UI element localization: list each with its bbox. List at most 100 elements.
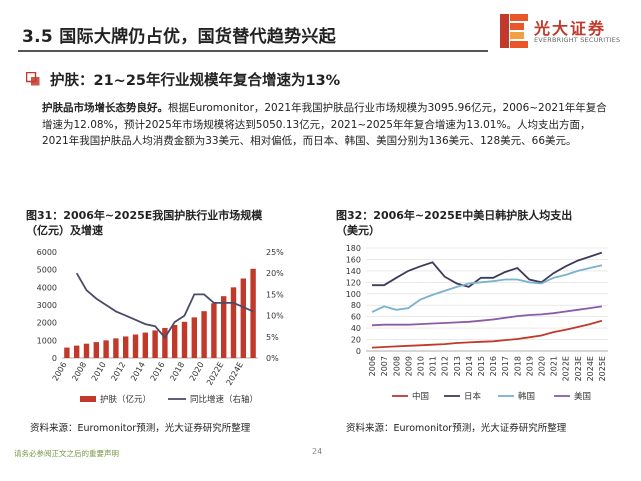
chart31-bar xyxy=(162,327,168,358)
chart31-title-line1: 图31：2006年~2025E我国护肤行业市场规模 xyxy=(26,209,263,222)
chart31-growth-line xyxy=(75,272,254,340)
chart32-x-tick: 2018 xyxy=(513,356,522,376)
chart31-yright-tick: 15% xyxy=(266,290,284,299)
chart31-x-tick: 2020 xyxy=(188,361,206,383)
chart32-title: 图32：2006年~2025E中美日韩护肤人均支出 （美元） xyxy=(336,208,572,238)
chart32-y-tick: 120 xyxy=(346,278,361,287)
chart31-x-tick: 2010 xyxy=(90,361,108,383)
chart32-title-line1: 图32：2006年~2025E中美日韩护肤人均支出 xyxy=(336,209,573,222)
chart32-series-line-1 xyxy=(372,251,603,288)
chart31-yright-tick: 20% xyxy=(266,269,284,278)
chart32-x-tick: 2017 xyxy=(501,356,510,376)
chart31-x-tick: 2018 xyxy=(168,361,186,383)
chart31-title-line2: （亿元）及增速 xyxy=(26,224,103,237)
title-divider xyxy=(18,50,488,52)
chart31-bar xyxy=(240,278,246,358)
chart31-yleft-tick: 2000 xyxy=(37,319,57,328)
chart32-x-tick: 2019 xyxy=(525,356,534,376)
chart32-source: 资料来源：Euromonitor预测，光大证券研究所整理 xyxy=(346,423,567,434)
chart32-y-tick: 160 xyxy=(346,255,361,264)
chart32-x-tick: 2008 xyxy=(392,356,401,376)
chart32-x-tick: 2006 xyxy=(368,356,377,376)
chart31-yleft-tick: 4000 xyxy=(37,283,57,292)
chart31-legend-label-line: 同比增速（右轴） xyxy=(190,394,258,405)
chart32-x-tick: 2022E xyxy=(562,356,571,381)
chart32-line: 0 20 40 60 80 100 120 140 160 180 2006 2007 2008 2009… xyxy=(346,244,608,402)
chart32-x-tick: 2021 xyxy=(550,356,559,376)
body-paragraph: 护肤品市场增长态势良好。根据Euromonitor，2021年我国护肤品行业市场… xyxy=(42,100,614,150)
chart32-legend-label-3: 美国 xyxy=(574,391,591,402)
everbright-logo-icon xyxy=(500,14,528,48)
chart31-x-tick: 2022E xyxy=(205,361,226,388)
chart31-yright-tick: 10% xyxy=(266,312,284,321)
chart31-bar xyxy=(191,317,197,358)
chart31-legend-label-bar: 护肤（亿元） xyxy=(100,394,151,405)
chart32-series-line-3 xyxy=(371,305,603,327)
chart32-legend-label-1: 日本 xyxy=(464,391,482,402)
chart32-x-tick: 2015 xyxy=(477,356,486,376)
logo-name-en: EVERBRIGHT SECURITIES xyxy=(534,36,621,44)
chart31-x-tick: 2024E xyxy=(225,361,246,388)
paragraph-body: 根据Euromonitor，2021年我国护肤品行业市场规模为3095.96亿元… xyxy=(42,102,607,147)
chart32-y-tick: 140 xyxy=(346,267,361,276)
chart31-yleft-tick: 6000 xyxy=(37,248,57,257)
chart32-x-tick: 2012 xyxy=(441,356,450,376)
chart31-bar xyxy=(172,324,178,358)
chart31-bar xyxy=(103,340,109,358)
chart31-title: 图31：2006年~2025E我国护肤行业市场规模 （亿元）及增速 xyxy=(26,208,262,238)
chart31-yright-tick: 0% xyxy=(266,354,279,363)
chart32-legend-label-2: 韩国 xyxy=(518,391,535,402)
footer-disclaimer: 请务必参阅正文之后的重要声明 xyxy=(14,449,119,458)
chart32-y-tick: 100 xyxy=(346,290,361,299)
chart32-y-tick: 0 xyxy=(356,347,361,356)
chart31-bar xyxy=(123,336,129,358)
chart32-x-tick: 2007 xyxy=(380,356,389,376)
chart31-legend-swatch-bar xyxy=(80,396,96,402)
chart32-x-tick: 2023E xyxy=(574,356,583,381)
chart32-x-tick: 2014 xyxy=(465,356,474,376)
chart31-bar xyxy=(221,296,227,358)
chart31-x-tick: 2016 xyxy=(149,361,167,383)
chart31-yleft-tick: 3000 xyxy=(37,301,57,310)
chart31-bar xyxy=(132,334,139,358)
chart31-yright-tick: 5% xyxy=(266,333,279,342)
chart31-x-tick: 2006 xyxy=(51,361,69,383)
logo-name-cn: 光大证券 xyxy=(534,19,607,38)
chart32-x-tick: 2011 xyxy=(429,356,438,376)
chart32-x-tick: 2009 xyxy=(404,356,413,376)
section-heading: 护肤：21~25年行业规模年复合增速为13% xyxy=(50,73,341,89)
chart32-series-line-0 xyxy=(371,319,603,349)
chart31-yleft-tick: 1000 xyxy=(37,336,57,345)
paragraph-lead: 护肤品市场增长态势良好。 xyxy=(42,102,168,114)
chart31-x-tick: 2012 xyxy=(109,361,127,383)
chart32-y-tick: 40 xyxy=(351,324,361,333)
chart32-series-line-2 xyxy=(371,264,603,313)
chart32-x-tick: 2010 xyxy=(416,356,425,376)
chart32-x-tick: 2025E xyxy=(598,356,607,381)
chart31-bar xyxy=(250,268,256,358)
chart31-bar xyxy=(201,311,207,358)
chart31-bar xyxy=(230,287,237,358)
chart31-bar xyxy=(93,342,99,358)
slide-title: 3.5 国际大牌仍占优，国货替代趋势兴起 xyxy=(22,27,337,47)
chart31-yleft-tick: 0 xyxy=(52,354,57,363)
chart31-bar xyxy=(64,347,70,358)
page-number: 24 xyxy=(312,447,323,456)
chart32-legend-label-0: 中国 xyxy=(412,391,429,402)
chart31-bar xyxy=(113,338,119,358)
chart31-bar xyxy=(142,332,148,358)
everbright-logo: 光大证券 EVERBRIGHT SECURITIES xyxy=(500,14,630,48)
chart31-bar xyxy=(152,330,158,358)
chart32-y-tick: 80 xyxy=(351,301,361,310)
chart31-yleft-tick: 5000 xyxy=(37,266,57,275)
chart31-yright-tick: 25% xyxy=(266,248,284,257)
chart32-x-tick: 2024E xyxy=(586,356,595,381)
chart31-bar xyxy=(83,343,90,358)
chart32-y-tick: 20 xyxy=(351,336,361,345)
chart32-x-tick: 2020 xyxy=(537,356,546,376)
chart32-y-tick: 180 xyxy=(346,244,361,253)
chart31-bar xyxy=(211,303,217,358)
chart32-y-tick: 60 xyxy=(351,313,361,322)
chart31-source: 资料来源：Euromonitor预测，光大证券研究所整理 xyxy=(30,423,251,434)
chart31-bar xyxy=(74,345,80,358)
